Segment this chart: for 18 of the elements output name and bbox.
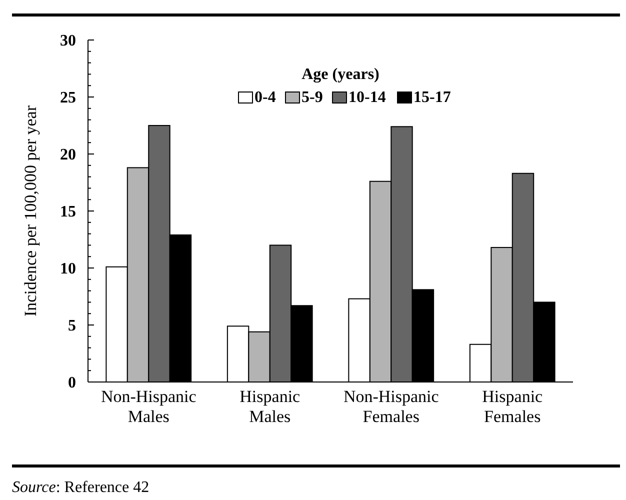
y-tick-label: 15 [60, 204, 76, 221]
y-tick-label: 30 [60, 32, 76, 50]
x-tick-label: Non-Hispanic Males [100, 387, 197, 426]
legend-label: 5-9 [302, 89, 323, 106]
x-tick-label: Hispanic Females [482, 387, 544, 426]
x-tick-label: Non-Hispanic Females [343, 387, 440, 426]
y-tick-label: 10 [60, 260, 76, 278]
legend-label: 15-17 [414, 89, 451, 106]
y-tick-label: 25 [60, 90, 76, 107]
legend-label: 0-4 [254, 89, 276, 106]
legend-title: Age (years) [302, 66, 380, 83]
y-tick-label: 20 [60, 146, 76, 164]
x-tick-label: Hispanic Males [240, 387, 301, 426]
source-note: Source: Reference 42 [12, 479, 150, 496]
y-axis-title: Incidence per 100,000 per year [21, 105, 40, 316]
legend-label: 10-14 [348, 89, 386, 106]
y-tick-label: 0 [68, 374, 76, 392]
y-tick-label: 5 [68, 318, 76, 335]
